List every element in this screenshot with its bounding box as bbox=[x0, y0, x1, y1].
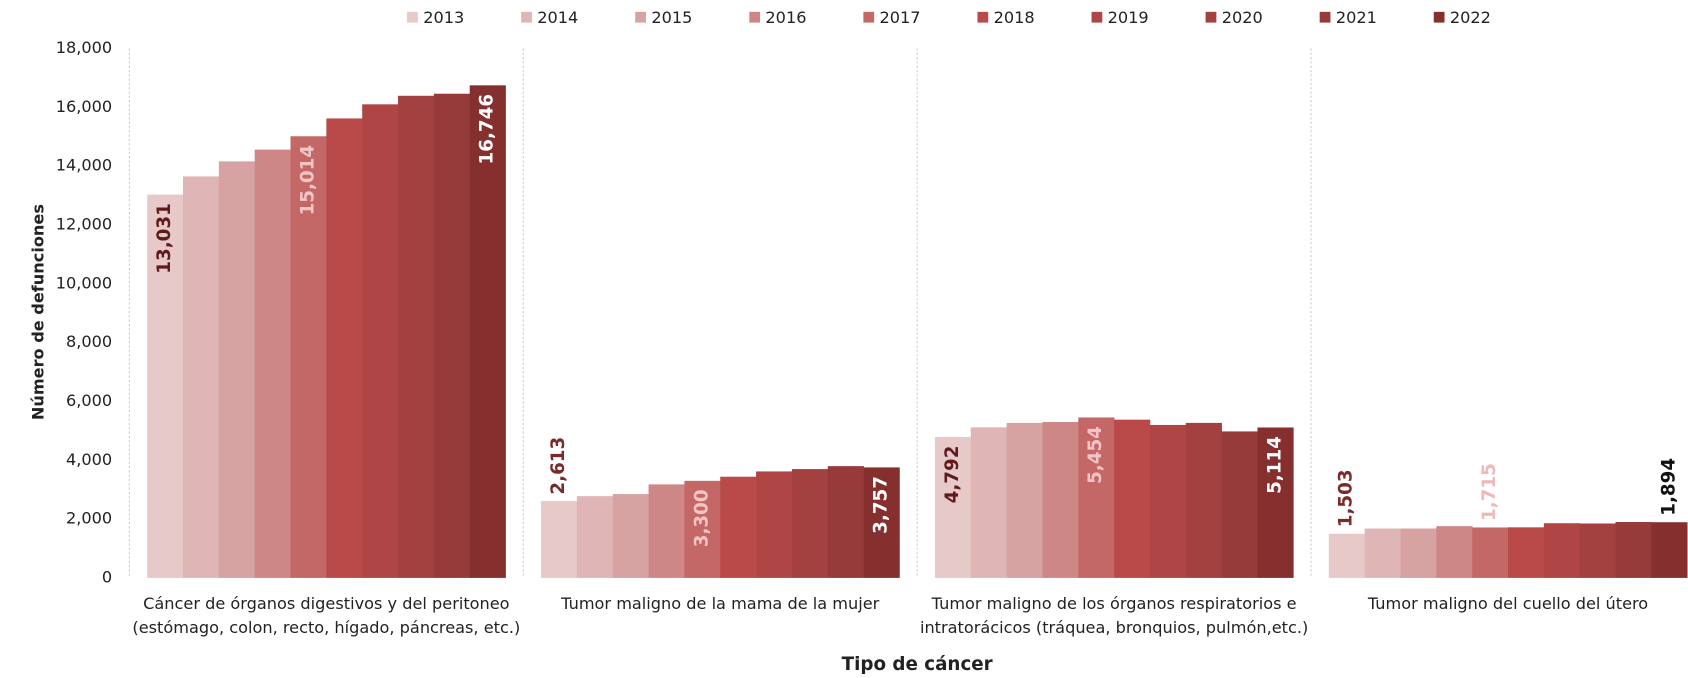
bar bbox=[362, 104, 399, 578]
legend-swatch bbox=[749, 11, 761, 23]
bar bbox=[1364, 528, 1401, 578]
bar bbox=[218, 161, 256, 578]
data-label: 1,715 bbox=[1479, 463, 1500, 521]
bar bbox=[1257, 427, 1294, 578]
legend-swatch bbox=[1205, 11, 1217, 23]
bar bbox=[827, 466, 864, 578]
x-tick-label-box: Cáncer de órganos digestivos y del perit… bbox=[132, 594, 521, 638]
legend-swatch bbox=[863, 11, 875, 23]
y-tick-label: 8,000 bbox=[66, 332, 112, 351]
data-label: 1,894 bbox=[1658, 458, 1679, 516]
bar bbox=[1472, 527, 1509, 578]
data-label: 16,746 bbox=[477, 94, 498, 165]
bar bbox=[934, 436, 972, 578]
y-tick-label: 16,000 bbox=[56, 97, 112, 116]
x-tick-label: Tumor maligno de los órganos respiratori… bbox=[919, 594, 1309, 638]
legend-label: 2021 bbox=[1336, 8, 1377, 27]
bar bbox=[1651, 522, 1688, 578]
y-axis-title: Número de defunciones bbox=[29, 204, 48, 420]
bar bbox=[648, 484, 685, 578]
bar bbox=[1579, 523, 1616, 578]
bar bbox=[147, 194, 184, 578]
bar bbox=[1078, 417, 1115, 578]
data-label: 4,792 bbox=[942, 446, 963, 504]
y-tick-label: 4,000 bbox=[66, 450, 112, 469]
data-label: 5,454 bbox=[1085, 426, 1106, 484]
x-tick-label: Tumor maligno del cuello del útero bbox=[1367, 594, 1649, 614]
x-tick-label: Tumor maligno de la mama de la mujer bbox=[561, 594, 880, 614]
data-label: 1,503 bbox=[1336, 469, 1357, 527]
y-tick-label: 10,000 bbox=[56, 273, 112, 292]
bar bbox=[1400, 528, 1437, 578]
data-label: 3,300 bbox=[691, 489, 712, 547]
bar bbox=[863, 467, 900, 578]
x-tick-label-box: Tumor maligno de los órganos respiratori… bbox=[919, 594, 1309, 638]
y-tick-label: 6,000 bbox=[66, 391, 112, 410]
bar bbox=[1543, 523, 1581, 578]
bar bbox=[1221, 431, 1258, 578]
legend-label: 2014 bbox=[537, 8, 578, 27]
bar bbox=[1006, 422, 1043, 578]
y-tick-label: 12,000 bbox=[56, 214, 112, 233]
legend-swatch bbox=[1433, 11, 1445, 23]
x-tick-label: Cáncer de órganos digestivos y del perit… bbox=[132, 594, 521, 638]
legend-swatch bbox=[407, 11, 418, 23]
x-tick-label-box: Tumor maligno de la mama de la mujer bbox=[561, 594, 880, 614]
legend-label: 2020 bbox=[1222, 8, 1263, 27]
bar bbox=[254, 149, 291, 578]
y-tick-label: 14,000 bbox=[56, 156, 112, 175]
bar bbox=[398, 95, 435, 578]
y-tick-label: 0 bbox=[102, 567, 112, 586]
bar bbox=[720, 476, 757, 578]
legend-swatch bbox=[521, 11, 532, 23]
legend-swatch bbox=[1091, 11, 1103, 23]
y-tick-label: 2,000 bbox=[66, 509, 112, 528]
bar bbox=[1328, 533, 1365, 578]
bar bbox=[756, 471, 793, 578]
legend-label: 2018 bbox=[994, 8, 1035, 27]
bar bbox=[1042, 422, 1079, 578]
bar bbox=[469, 85, 506, 578]
bar bbox=[290, 136, 327, 578]
y-tick-label: 18,000 bbox=[56, 38, 112, 57]
bar bbox=[1149, 424, 1187, 578]
legend-label: 2017 bbox=[880, 8, 921, 27]
legend-label: 2019 bbox=[1108, 8, 1149, 27]
bar bbox=[684, 480, 721, 578]
bar bbox=[433, 93, 471, 578]
bar bbox=[791, 469, 829, 578]
bar bbox=[1436, 526, 1473, 578]
data-label: 2,613 bbox=[548, 437, 569, 495]
bar bbox=[1508, 527, 1545, 578]
data-label: 3,757 bbox=[871, 476, 892, 534]
legend-label: 2015 bbox=[651, 8, 692, 27]
bar bbox=[970, 427, 1007, 578]
legend-swatch bbox=[977, 11, 989, 23]
bar bbox=[1114, 419, 1151, 578]
bar bbox=[183, 176, 220, 578]
data-label: 15,014 bbox=[297, 145, 318, 216]
bar bbox=[326, 118, 363, 578]
legend-label: 2016 bbox=[765, 8, 806, 27]
data-label: 5,114 bbox=[1264, 436, 1285, 494]
legend-label: 2013 bbox=[423, 8, 464, 27]
legend-swatch bbox=[635, 11, 646, 23]
data-label: 13,031 bbox=[154, 203, 175, 274]
bar bbox=[1615, 522, 1652, 578]
x-tick-label-box: Tumor maligno del cuello del útero bbox=[1367, 594, 1649, 614]
bar bbox=[541, 501, 578, 578]
bar bbox=[1185, 422, 1222, 578]
bar bbox=[612, 494, 649, 578]
bar bbox=[576, 496, 614, 578]
x-axis-title: Tipo de cáncer bbox=[842, 654, 993, 675]
legend-swatch bbox=[1319, 11, 1331, 23]
legend-label: 2022 bbox=[1450, 8, 1491, 27]
